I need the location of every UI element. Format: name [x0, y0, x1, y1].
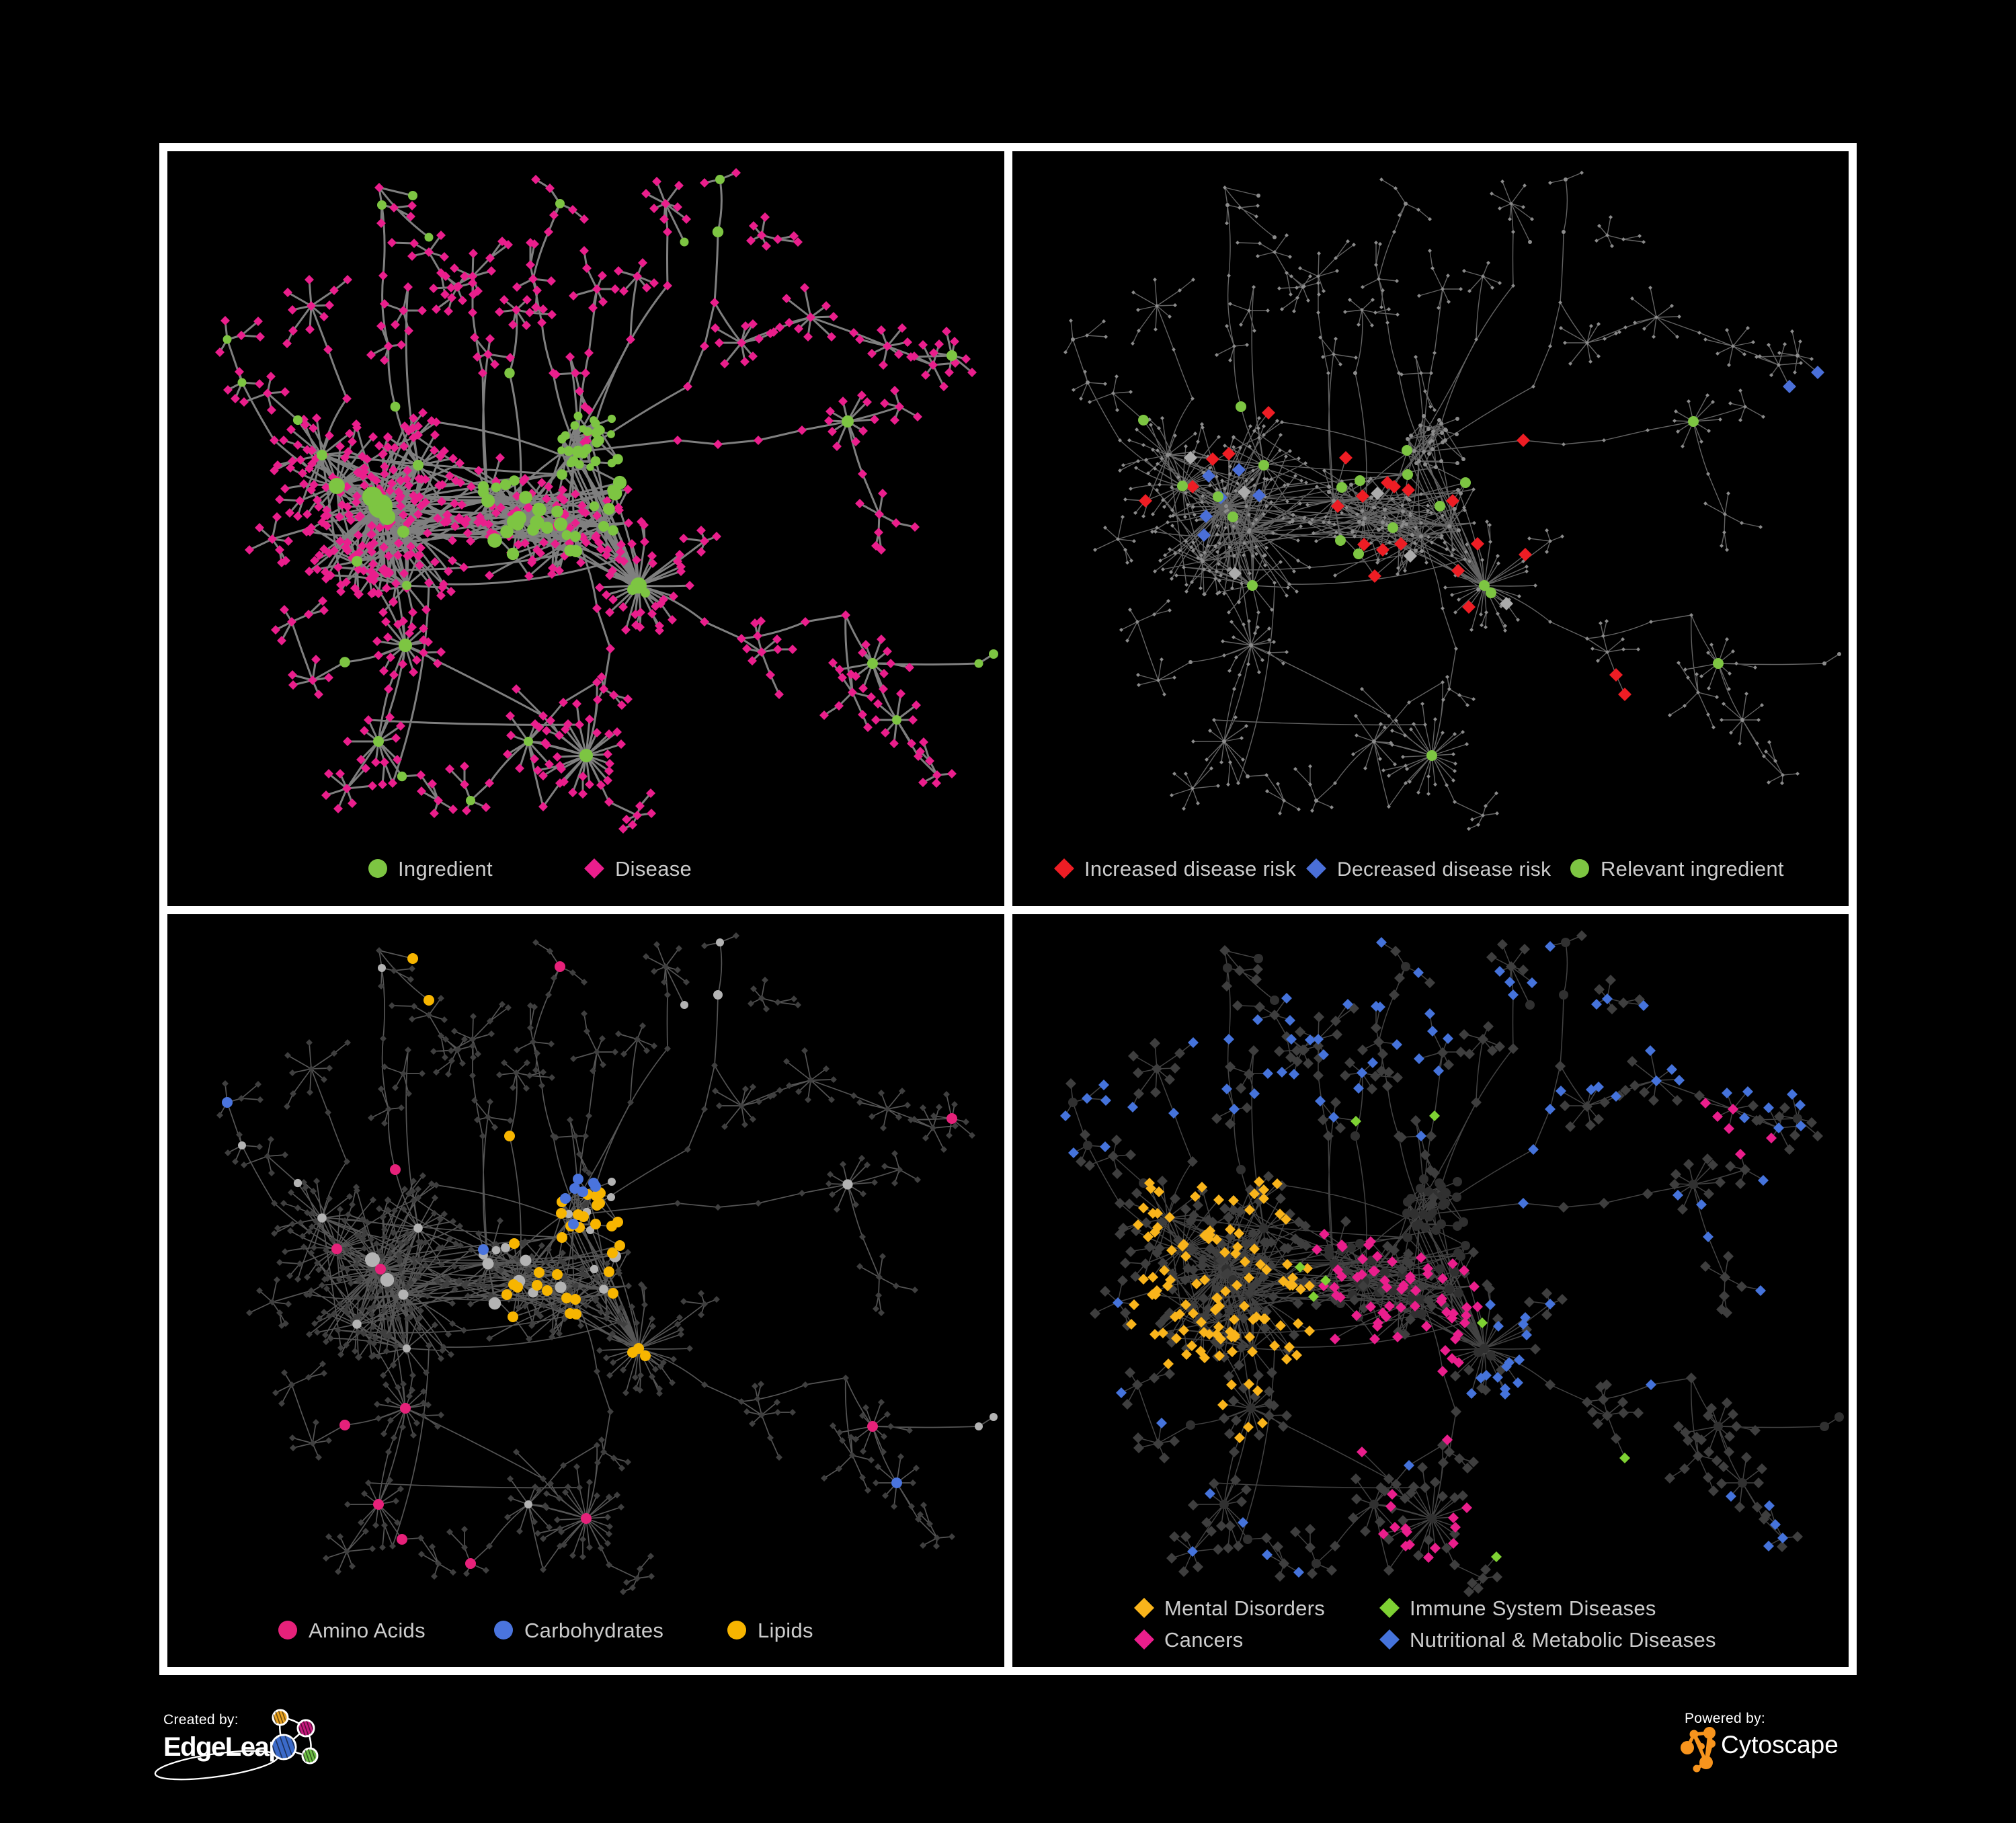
svg-text:Decreased disease risk: Decreased disease risk — [1337, 858, 1551, 881]
svg-text:Immune System Diseases: Immune System Diseases — [1410, 1596, 1656, 1620]
svg-text:Created by:: Created by: — [163, 1712, 239, 1728]
svg-text:Cancers: Cancers — [1164, 1628, 1244, 1652]
svg-text:Ingredient: Ingredient — [398, 857, 493, 881]
svg-text:Amino Acids: Amino Acids — [309, 1619, 426, 1642]
svg-text:Nutritional & Metabolic Diseas: Nutritional & Metabolic Diseases — [1410, 1628, 1716, 1652]
svg-text:Mental Disorders: Mental Disorders — [1164, 1596, 1325, 1620]
svg-text:Powered by:: Powered by: — [1685, 1711, 1765, 1726]
svg-text:Cytoscape: Cytoscape — [1721, 1731, 1839, 1758]
svg-text:Carbohydrates: Carbohydrates — [524, 1619, 663, 1642]
svg-text:EdgeLeap: EdgeLeap — [163, 1732, 284, 1762]
svg-text:Lipids: Lipids — [758, 1619, 813, 1642]
svg-text:Disease: Disease — [615, 857, 692, 881]
svg-text:Increased disease risk: Increased disease risk — [1084, 857, 1296, 881]
svg-text:Relevant ingredient: Relevant ingredient — [1601, 857, 1784, 881]
